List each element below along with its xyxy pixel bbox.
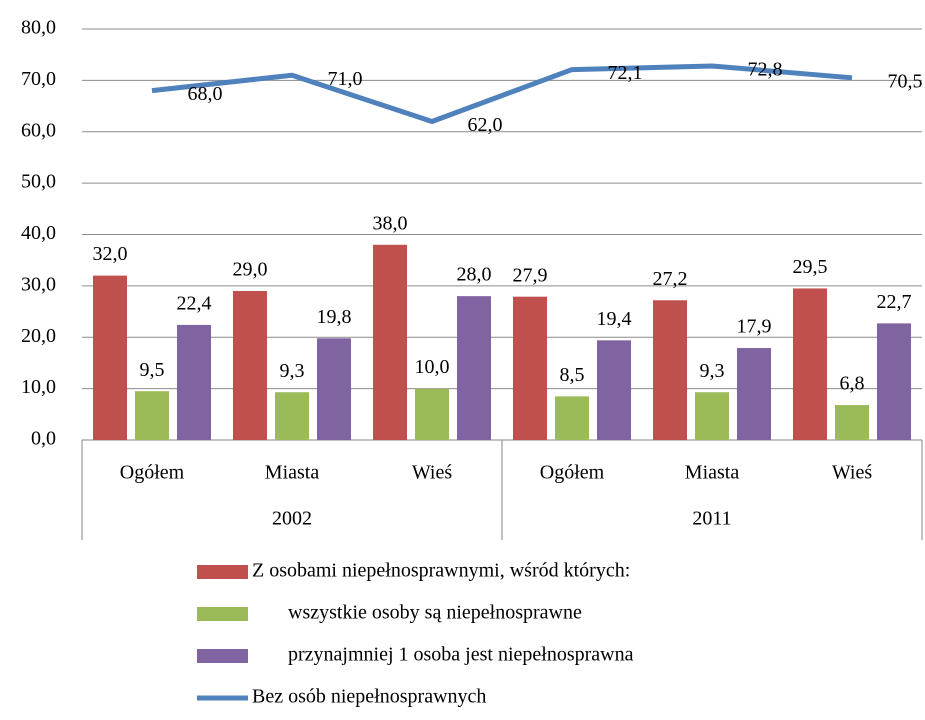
y-tick-label: 40,0 — [21, 222, 56, 244]
bar — [597, 340, 631, 440]
x-tick-label: Wieś — [832, 462, 873, 484]
data-label: 22,7 — [877, 291, 912, 313]
data-label: 19,8 — [317, 306, 352, 328]
data-label: 17,9 — [737, 316, 772, 338]
y-tick-label: 60,0 — [21, 119, 56, 141]
data-label: 70,5 — [888, 70, 923, 92]
x-tick-label: Ogółem — [540, 462, 605, 484]
bar — [457, 296, 491, 440]
y-tick-label: 30,0 — [21, 273, 56, 295]
data-label: 9,3 — [700, 360, 725, 382]
legend-swatch — [197, 649, 248, 663]
bar — [317, 338, 351, 440]
data-label: 22,4 — [177, 293, 212, 315]
data-label: 28,0 — [457, 264, 492, 286]
bar — [513, 296, 547, 440]
data-label: 27,9 — [513, 264, 548, 286]
y-tick-label: 50,0 — [21, 171, 56, 193]
data-label: 72,1 — [608, 62, 643, 84]
y-tick-label: 70,0 — [21, 68, 56, 90]
data-label: 8,5 — [560, 364, 585, 386]
data-label: 9,3 — [280, 360, 305, 382]
data-label: 72,8 — [748, 59, 783, 81]
bar — [373, 244, 407, 440]
data-label: 38,0 — [373, 212, 408, 234]
legend-label: Bez osób niepełnosprawnych — [252, 686, 486, 708]
bar — [695, 392, 729, 440]
y-tick-label: 10,0 — [21, 376, 56, 398]
data-label: 62,0 — [468, 114, 503, 136]
data-label: 27,2 — [653, 268, 688, 290]
data-label: 29,5 — [793, 256, 828, 278]
data-label: 32,0 — [93, 243, 128, 265]
bar — [233, 291, 267, 440]
legend-label: wszystkie osoby są niepełnosprawne — [288, 602, 582, 624]
data-label: 29,0 — [233, 259, 268, 281]
data-label: 10,0 — [415, 356, 450, 378]
y-tick-label: 80,0 — [21, 17, 56, 39]
legend-swatch — [197, 565, 248, 579]
data-label: 71,0 — [328, 68, 363, 90]
y-tick-label: 0,0 — [31, 428, 56, 450]
legend-label: przynajmniej 1 osoba jest niepełnosprawn… — [288, 644, 634, 666]
bar — [793, 288, 827, 440]
bar — [177, 324, 211, 440]
bar — [555, 396, 589, 440]
legend-swatch — [197, 607, 248, 621]
x-tick-label: Ogółem — [120, 462, 185, 484]
y-tick-label: 20,0 — [21, 325, 56, 347]
bar — [653, 300, 687, 440]
bar — [135, 391, 169, 440]
legend-label: Z osobami niepełnosprawnymi, wśród który… — [252, 560, 630, 582]
data-label: 68,0 — [188, 83, 223, 105]
data-label: 9,5 — [140, 359, 165, 381]
bar — [93, 275, 127, 440]
bar — [737, 348, 771, 440]
line — [151, 63, 853, 124]
bar — [415, 388, 449, 440]
group-label: 2002 — [272, 508, 312, 530]
data-label: 6,8 — [840, 373, 865, 395]
bar — [877, 323, 911, 440]
bar — [835, 405, 869, 440]
group-label: 2011 — [692, 508, 731, 530]
data-label: 19,4 — [597, 308, 632, 330]
x-tick-label: Wieś — [412, 462, 453, 484]
x-tick-label: Miasta — [265, 462, 320, 484]
x-tick-label: Miasta — [685, 462, 740, 484]
bar — [275, 392, 309, 440]
